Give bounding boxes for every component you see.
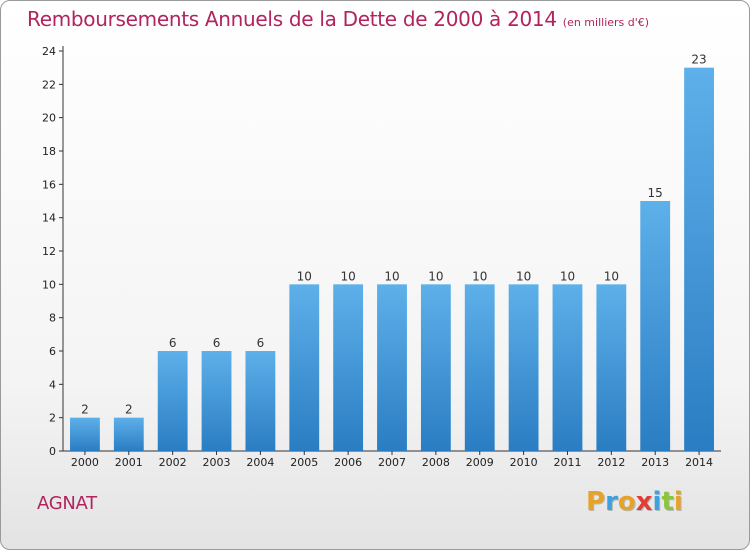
bar xyxy=(201,351,232,451)
logo-letter: o xyxy=(617,487,636,517)
x-tick-label: 2012 xyxy=(597,456,625,469)
data-label: 10 xyxy=(428,269,443,283)
x-tick-label: 2001 xyxy=(115,456,143,469)
x-tick-label: 2000 xyxy=(71,456,99,469)
y-tick-label: 20 xyxy=(42,112,56,125)
data-label: 10 xyxy=(472,269,487,283)
y-tick-label: 18 xyxy=(42,145,56,158)
commune-name: AGNAT xyxy=(37,493,97,514)
data-label: 10 xyxy=(560,269,575,283)
y-tick-label: 16 xyxy=(42,178,56,191)
y-tick-label: 6 xyxy=(49,345,56,358)
bar xyxy=(113,417,144,451)
x-tick-label: 2013 xyxy=(641,456,669,469)
data-label: 15 xyxy=(648,186,663,200)
x-tick-label: 2003 xyxy=(203,456,231,469)
bar xyxy=(596,284,627,451)
bar xyxy=(464,284,495,451)
bar xyxy=(377,284,407,451)
data-label: 10 xyxy=(604,269,619,283)
data-label: 10 xyxy=(297,269,312,283)
logo-letter: P xyxy=(586,487,606,517)
bar xyxy=(289,284,320,451)
x-tick-label: 2002 xyxy=(159,456,187,469)
data-label: 2 xyxy=(81,403,89,417)
y-tick-label: 10 xyxy=(42,278,56,291)
y-tick-label: 8 xyxy=(49,312,56,325)
data-label: 23 xyxy=(691,53,706,67)
x-tick-label: 2009 xyxy=(466,456,494,469)
data-label: 2 xyxy=(125,403,133,417)
data-label: 10 xyxy=(384,269,399,283)
x-tick-label: 2006 xyxy=(334,456,362,469)
data-label: 6 xyxy=(213,336,221,350)
y-tick-label: 22 xyxy=(42,78,56,91)
logo-letter: x xyxy=(635,487,653,517)
data-label: 10 xyxy=(340,269,355,283)
x-tick-label: 2008 xyxy=(422,456,450,469)
chart-title: Remboursements Annuels de la Dette de 20… xyxy=(27,7,557,31)
bar xyxy=(333,284,364,451)
y-tick-label: 2 xyxy=(49,412,56,425)
y-tick-label: 14 xyxy=(42,212,56,225)
chart-unit-label: (en milliers d'€) xyxy=(562,16,650,29)
x-tick-label: 2014 xyxy=(685,456,713,469)
x-tick-label: 2010 xyxy=(510,456,538,469)
data-label: 10 xyxy=(516,269,531,283)
bar xyxy=(245,351,276,451)
logo-letter: i xyxy=(652,487,662,517)
x-tick-label: 2011 xyxy=(553,456,581,469)
y-tick-label: 0 xyxy=(49,445,56,458)
bar xyxy=(552,284,583,451)
x-tick-label: 2005 xyxy=(290,456,318,469)
logo-letter: i xyxy=(673,487,683,517)
bar xyxy=(70,417,100,451)
data-label: 6 xyxy=(257,336,265,350)
data-label: 6 xyxy=(169,336,177,350)
logo-letter: t xyxy=(661,487,674,517)
y-tick-label: 12 xyxy=(42,245,56,258)
bar xyxy=(640,201,671,451)
y-tick-label: 4 xyxy=(49,378,56,391)
bar xyxy=(157,351,188,451)
bar xyxy=(420,284,451,451)
bar xyxy=(684,67,714,452)
proxiti-logo: Proxiti xyxy=(586,487,683,517)
x-tick-label: 2004 xyxy=(246,456,274,469)
y-tick-label: 24 xyxy=(42,45,56,58)
bar xyxy=(508,284,539,451)
chart-title-block: Remboursements Annuels de la Dette de 20… xyxy=(27,7,649,31)
logo-letter: r xyxy=(605,487,618,517)
x-tick-label: 2007 xyxy=(378,456,406,469)
